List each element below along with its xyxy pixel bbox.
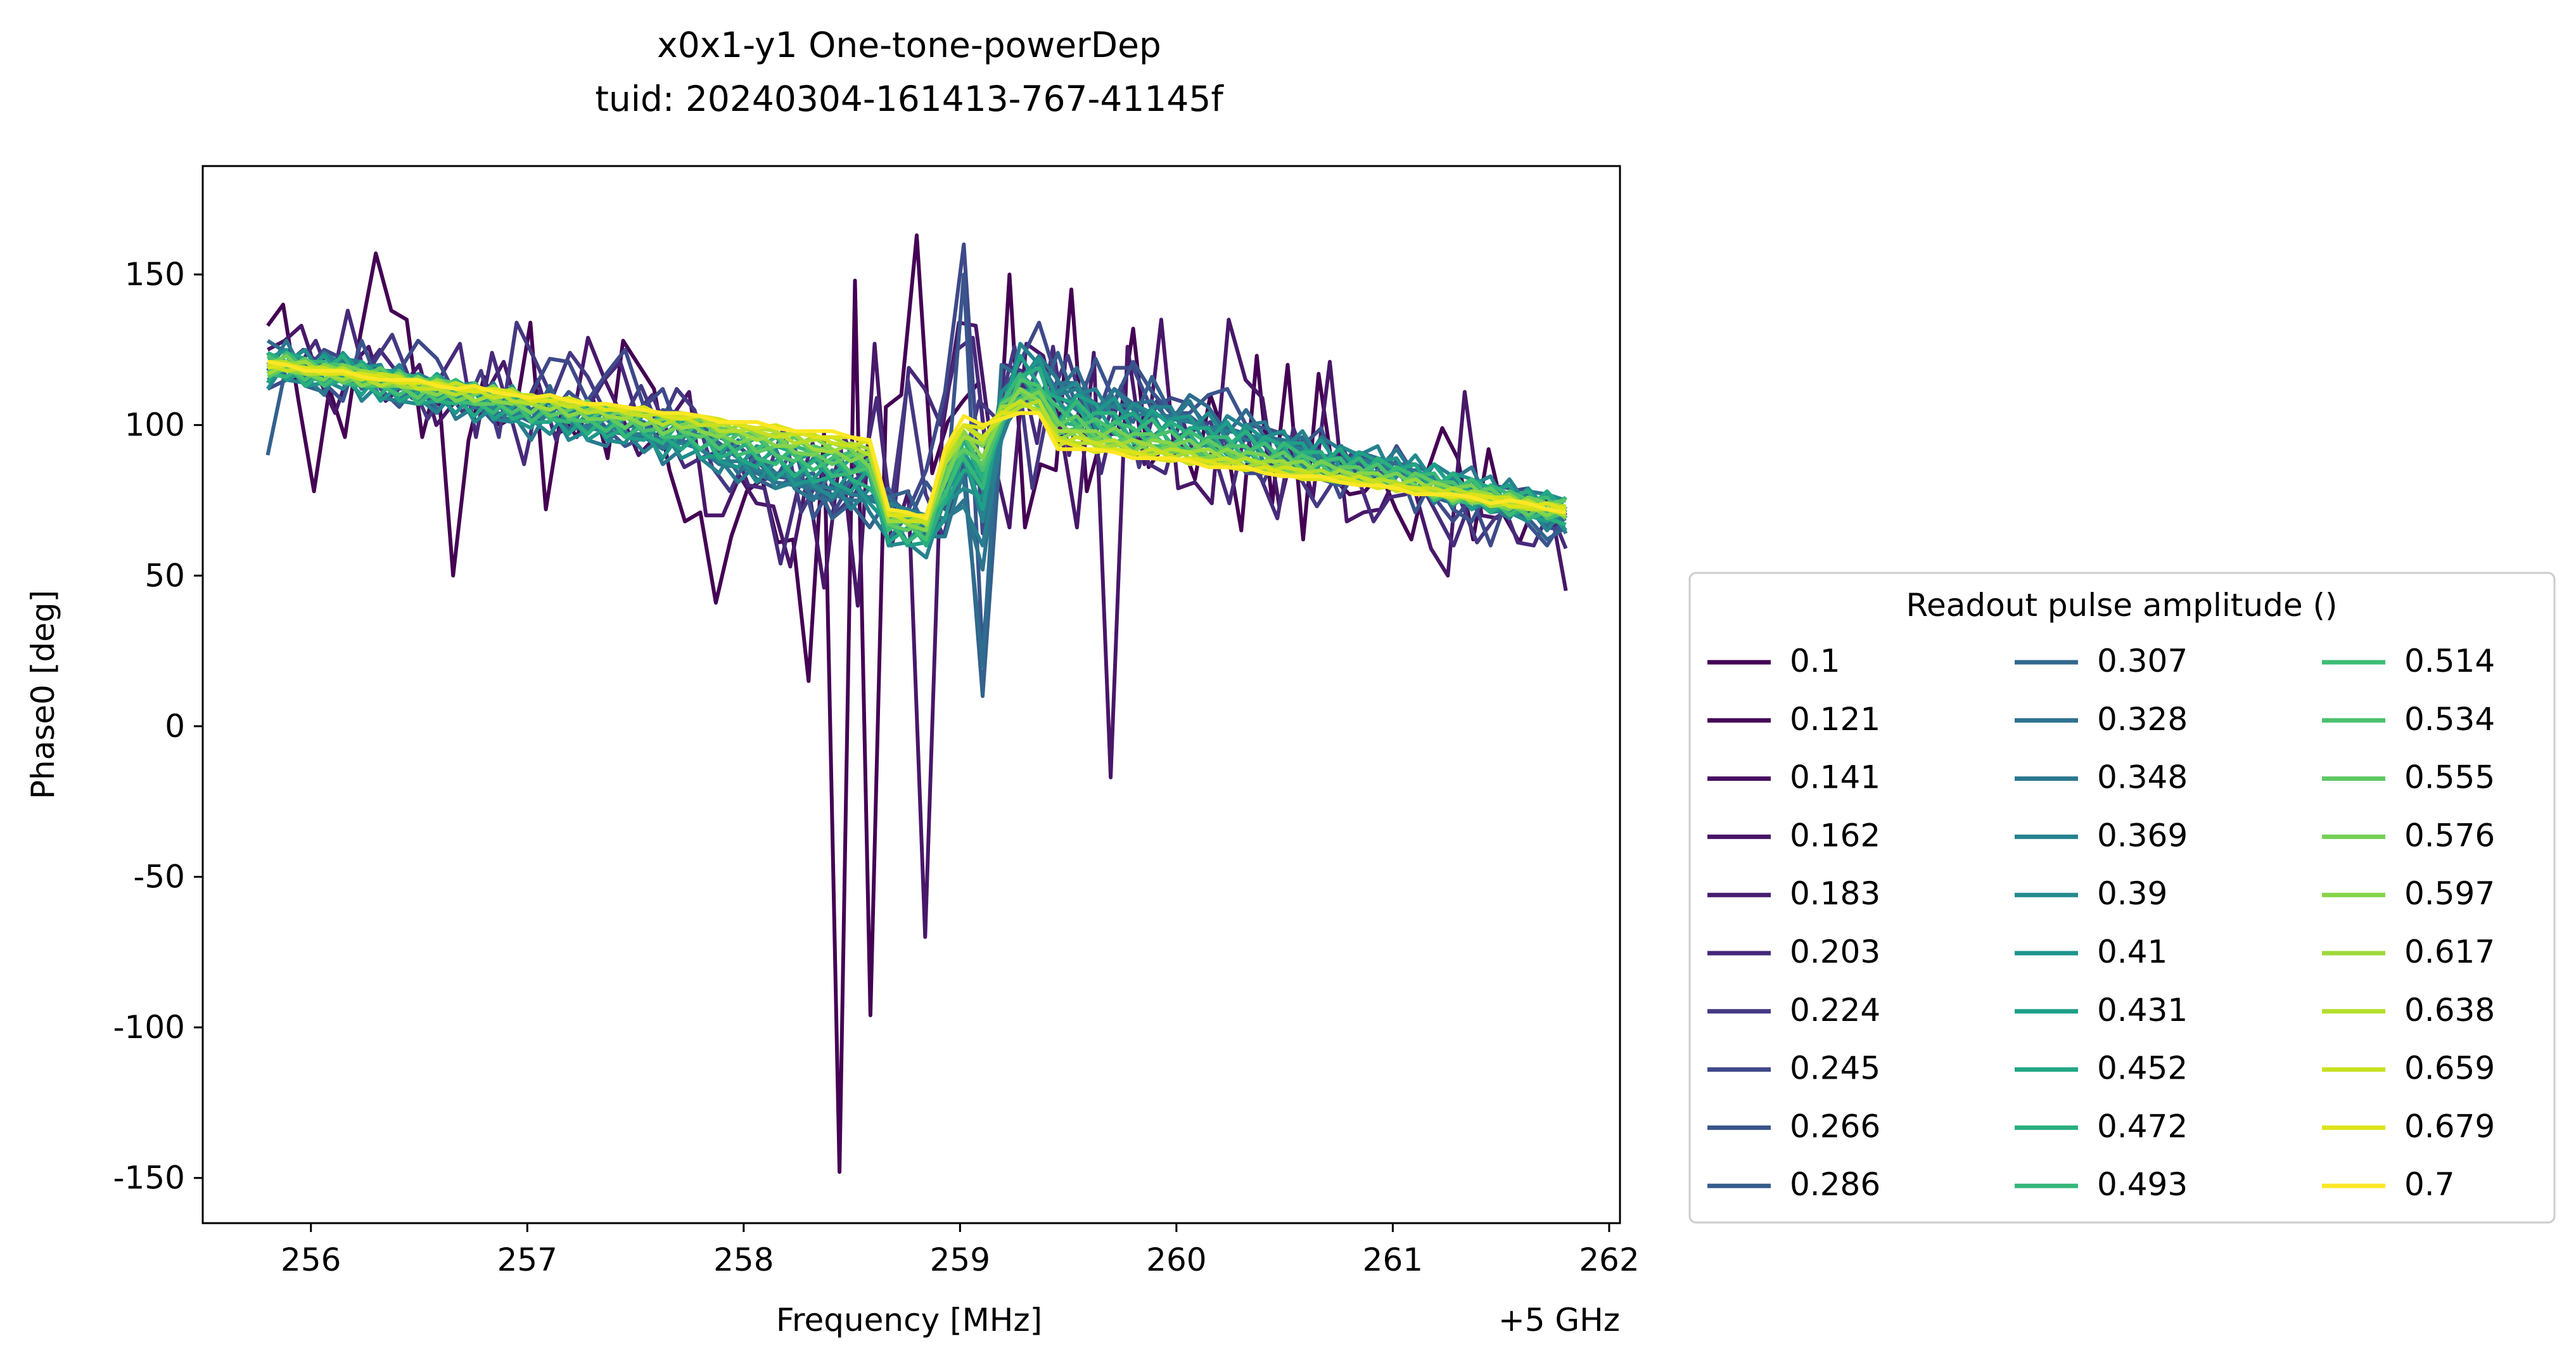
legend-title: Readout pulse amplitude (): [1906, 587, 2337, 624]
legend: Readout pulse amplitude () 0.1 0.121 0.141…: [1688, 572, 2556, 1224]
legend-label: 0.576: [2404, 817, 2495, 854]
legend-label: 0.348: [2097, 759, 2188, 796]
series-line-extra-10: [267, 357, 1567, 532]
chart-title: x0x1-y1 One-tone-powerDep: [657, 25, 1161, 65]
series-line-0.162: [267, 321, 1567, 544]
x-tick-label: 256: [281, 1242, 341, 1278]
y-tick-label: 100: [125, 407, 185, 444]
legend-label: 0.286: [1790, 1166, 1880, 1203]
legend-label: 0.141: [1790, 759, 1880, 796]
y-tick-label: -150: [113, 1160, 185, 1197]
legend-label: 0.659: [2404, 1050, 2495, 1087]
legend-label: 0.162: [1790, 817, 1880, 854]
legend-label: 0.266: [1790, 1108, 1880, 1145]
x-axis-label: Frequency [MHz]: [776, 1302, 1042, 1338]
y-tick-label: 0: [165, 708, 185, 745]
legend-label: 0.638: [2404, 992, 2495, 1029]
legend-label: 0.431: [2097, 992, 2188, 1029]
x-axis-offset-label: +5 GHz: [1498, 1302, 1620, 1338]
legend-label: 0.617: [2404, 934, 2495, 970]
legend-label: 0.121: [1790, 701, 1880, 738]
legend-label: 0.224: [1790, 992, 1880, 1029]
y-tick-label: 50: [144, 557, 185, 594]
x-tick-label: 258: [713, 1242, 774, 1278]
legend-frame: [1688, 572, 2556, 1224]
legend-label: 0.328: [2097, 701, 2188, 738]
legend-label: 0.452: [2097, 1050, 2188, 1087]
legend-label: 0.245: [1790, 1050, 1880, 1087]
legend-label: 0.472: [2097, 1108, 2188, 1145]
x-axis: 256 257 258 259 260 261 262: [281, 1223, 1640, 1278]
series-group: [265, 233, 1568, 1174]
legend-label: 0.39: [2097, 875, 2167, 912]
x-tick-label: 261: [1363, 1242, 1423, 1278]
y-tick-label: -100: [113, 1009, 185, 1046]
legend-label: 0.1: [1790, 643, 1840, 679]
y-tick-label: -50: [133, 859, 185, 895]
chart-subtitle: tuid: 20240304-161413-767-41145f: [595, 79, 1224, 119]
series-line-extra-17: [267, 359, 1567, 520]
legend-label: 0.534: [2404, 701, 2495, 738]
x-tick-label: 259: [930, 1242, 990, 1278]
x-tick-label: 262: [1579, 1242, 1639, 1278]
legend-items: 0.1 0.121 0.141 0.162 0.183 0.203 0.224 0.245 0.…: [1707, 643, 2495, 1203]
legend-label: 0.41: [2097, 934, 2167, 970]
legend-label: 0.555: [2404, 759, 2495, 796]
legend-label: 0.183: [1790, 875, 1880, 912]
legend-label: 0.514: [2404, 643, 2495, 679]
legend-label: 0.369: [2097, 817, 2188, 854]
y-axis-label: Phase0 [deg]: [25, 590, 61, 799]
legend-label: 0.7: [2404, 1166, 2455, 1203]
legend-label: 0.679: [2404, 1108, 2495, 1145]
legend-label: 0.307: [2097, 643, 2188, 679]
series-line-extra-7: [267, 359, 1567, 544]
plot-frame: [201, 165, 1621, 1224]
legend-label: 0.597: [2404, 875, 2495, 912]
y-tick-label: 150: [125, 256, 185, 293]
y-axis: -150 -100 -50 0 50 100 150: [113, 256, 203, 1197]
x-tick-label: 260: [1146, 1242, 1206, 1278]
x-tick-label: 257: [497, 1242, 558, 1278]
legend-label: 0.203: [1790, 934, 1880, 970]
legend-label: 0.493: [2097, 1166, 2188, 1203]
